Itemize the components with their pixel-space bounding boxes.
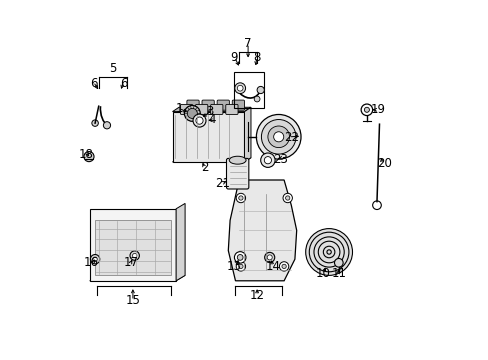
Circle shape <box>334 258 343 267</box>
Text: 20: 20 <box>376 157 391 170</box>
Text: 15: 15 <box>125 294 140 307</box>
Text: 23: 23 <box>272 153 287 166</box>
Circle shape <box>279 262 288 271</box>
Text: 13: 13 <box>226 260 242 273</box>
Text: 19: 19 <box>369 103 385 116</box>
Text: 10: 10 <box>315 267 330 280</box>
Circle shape <box>130 251 139 260</box>
Circle shape <box>90 255 100 264</box>
Circle shape <box>254 96 260 102</box>
Circle shape <box>282 264 285 269</box>
FancyBboxPatch shape <box>195 104 207 114</box>
Text: 14: 14 <box>265 260 280 273</box>
FancyBboxPatch shape <box>226 158 248 189</box>
Circle shape <box>257 86 264 94</box>
Polygon shape <box>176 203 185 281</box>
Text: 22: 22 <box>283 131 298 144</box>
Polygon shape <box>95 220 170 275</box>
Circle shape <box>238 196 243 200</box>
Circle shape <box>234 83 245 94</box>
Text: 21: 21 <box>214 177 229 190</box>
Circle shape <box>238 264 243 269</box>
Text: 2: 2 <box>201 161 208 174</box>
Text: 11: 11 <box>331 267 346 280</box>
Circle shape <box>237 85 243 91</box>
Circle shape <box>184 105 200 121</box>
FancyBboxPatch shape <box>210 104 223 114</box>
FancyBboxPatch shape <box>232 100 244 110</box>
Text: 4: 4 <box>208 113 215 126</box>
Text: 6: 6 <box>90 77 98 90</box>
Text: 3: 3 <box>206 105 214 118</box>
Circle shape <box>273 132 283 142</box>
Circle shape <box>264 252 274 262</box>
Text: 16: 16 <box>84 256 99 269</box>
Circle shape <box>92 120 98 126</box>
Text: 6: 6 <box>120 77 127 90</box>
Polygon shape <box>89 275 185 281</box>
Circle shape <box>237 255 243 260</box>
Circle shape <box>93 257 97 261</box>
Circle shape <box>260 153 275 167</box>
Ellipse shape <box>229 156 245 164</box>
FancyBboxPatch shape <box>180 104 192 114</box>
Polygon shape <box>244 107 250 162</box>
Circle shape <box>267 126 289 148</box>
Text: 7: 7 <box>244 37 251 50</box>
Circle shape <box>261 120 295 154</box>
Circle shape <box>187 108 197 118</box>
Circle shape <box>264 157 271 164</box>
Circle shape <box>256 114 301 159</box>
Text: 8: 8 <box>253 51 260 64</box>
FancyBboxPatch shape <box>202 100 214 110</box>
Text: 9: 9 <box>230 51 238 64</box>
Circle shape <box>193 114 205 127</box>
Text: 1: 1 <box>175 102 183 115</box>
Circle shape <box>305 229 352 275</box>
Circle shape <box>266 255 272 260</box>
Polygon shape <box>172 112 244 162</box>
Circle shape <box>236 193 245 203</box>
Polygon shape <box>89 209 176 281</box>
Circle shape <box>132 253 137 258</box>
FancyBboxPatch shape <box>225 104 238 114</box>
Text: 18: 18 <box>79 148 93 161</box>
Text: 5: 5 <box>108 62 116 75</box>
Polygon shape <box>228 180 296 281</box>
Text: 17: 17 <box>123 256 138 269</box>
Circle shape <box>196 117 203 124</box>
Text: 12: 12 <box>249 289 264 302</box>
Circle shape <box>236 262 245 271</box>
Circle shape <box>283 193 292 203</box>
Circle shape <box>103 122 110 129</box>
Circle shape <box>285 196 289 200</box>
Circle shape <box>364 107 368 112</box>
FancyBboxPatch shape <box>217 100 229 110</box>
FancyBboxPatch shape <box>186 100 199 110</box>
Circle shape <box>234 252 245 263</box>
Polygon shape <box>172 107 250 112</box>
Circle shape <box>84 152 94 162</box>
Polygon shape <box>172 158 250 162</box>
